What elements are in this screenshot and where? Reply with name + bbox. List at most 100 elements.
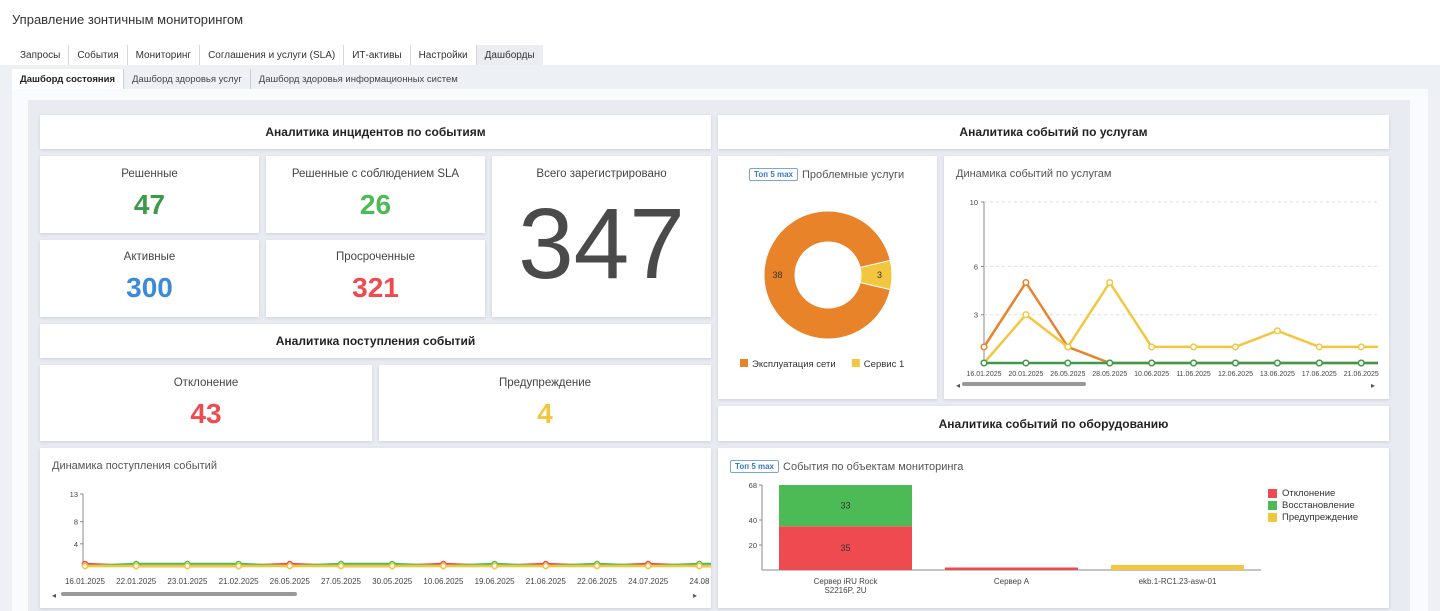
kpi-resolved-sla[interactable]: Решенные с соблюдением SLA 26 <box>266 156 485 233</box>
data-point <box>696 562 703 570</box>
scrollbar-thumb <box>962 382 1086 386</box>
legend-item[interactable]: Восстановление <box>1268 500 1355 511</box>
scroll-left-arrow: ◂ <box>956 381 960 390</box>
kpi-overdue[interactable]: Просроченные 321 <box>266 240 485 317</box>
services-dynamics-chart: 3 6 10 16.01.2025 20.01.2025 26.05.2025 28.05.… <box>956 198 1379 390</box>
x-tick-label: 17.06.2025 <box>1302 371 1337 378</box>
x-tick-label: 24.07.2025 <box>628 577 669 586</box>
main-nav: Запросы События Мониторинг Соглашения и … <box>12 45 543 65</box>
legend-item[interactable]: Отклонение <box>1268 488 1335 499</box>
legend-swatch <box>1268 489 1277 498</box>
x-tick-label: 26.05.2025 <box>270 577 311 586</box>
data-point <box>1190 359 1198 367</box>
data-point <box>1231 343 1240 351</box>
kpi-label: Просроченные <box>335 251 416 263</box>
kpi-resolved[interactable]: Решенные 47 <box>40 156 259 233</box>
equipment-section-title: Аналитика событий по оборудованию <box>718 406 1389 441</box>
bar-value-label: 35 <box>840 543 850 553</box>
kpi-value: 4 <box>537 398 553 429</box>
tab-events[interactable]: События <box>69 45 128 65</box>
data-point <box>1022 278 1030 287</box>
x-tick-label: ekb.1-RC1.23-asw-01 <box>1139 577 1217 586</box>
legend-label: Отклонение <box>1282 488 1336 499</box>
y-tick-label: 4 <box>74 540 78 549</box>
x-tick-label: 13.06.2025 <box>1260 371 1295 378</box>
tab-monitoring[interactable]: Мониторинг <box>128 45 201 65</box>
x-tick-label: 10.06.2025 <box>1134 371 1169 378</box>
dashboard-canvas: Аналитика инцидентов по событиям Решенны… <box>28 100 1410 611</box>
y-tick-label: 3 <box>974 311 978 320</box>
x-tick-label: 21.06.2025 <box>1344 371 1379 378</box>
legend-label: Предупреждение <box>1282 512 1359 523</box>
top5-badge: Топ 5 max <box>730 460 780 473</box>
x-tick-label: 22.06.2025 <box>577 577 618 586</box>
x-tick-label: S2216P, 2U <box>824 586 866 595</box>
kpi-warning[interactable]: Предупреждение 4 <box>379 365 711 441</box>
x-tick-label: 21.06.2025 <box>526 577 567 586</box>
scroll-right-arrow: ▸ <box>1371 381 1375 390</box>
data-point <box>980 359 988 367</box>
data-point <box>542 562 550 570</box>
pie-slice <box>763 210 891 340</box>
data-point <box>1022 359 1030 367</box>
x-tick-label: 20.01.2025 <box>1008 371 1043 378</box>
tab-it-assets[interactable]: ИТ-активы <box>344 45 411 65</box>
kpi-label: Решенные с соблюдением SLA <box>291 168 460 180</box>
y-tick-label: 8 <box>74 518 78 527</box>
services-dynamics-card: Динамика событий по услугам 3 6 10 16.01.20… <box>944 156 1389 399</box>
data-point <box>491 562 498 570</box>
data-point <box>593 562 601 570</box>
data-point <box>1064 359 1072 367</box>
data-point <box>1315 343 1323 351</box>
data-point <box>1357 343 1365 351</box>
tab-sla[interactable]: Соглашения и услуги (SLA) <box>200 45 345 65</box>
data-point <box>1106 359 1114 367</box>
data-point <box>1148 343 1156 351</box>
slice-value-label: 38 <box>772 270 782 280</box>
data-point <box>184 562 191 570</box>
problem-services-card: Топ 5 max Проблемные услуги 38 3 Эксплуатац… <box>718 156 937 399</box>
kpi-deviation[interactable]: Отклонение 43 <box>40 365 372 441</box>
x-tick-label: 12.06.2025 <box>1218 371 1253 378</box>
y-tick-label: 13 <box>70 490 78 499</box>
arrival-section-title: Аналитика поступления событий <box>40 324 711 358</box>
data-point <box>1148 359 1156 367</box>
series-line <box>982 280 1378 365</box>
kpi-value: 321 <box>352 272 399 303</box>
tab-settings[interactable]: Настройки <box>411 45 477 65</box>
y-tick-label: 6 <box>974 262 978 271</box>
chart-title: Динамика поступления событий <box>52 460 217 472</box>
kpi-value: 47 <box>133 189 166 220</box>
pie-slice <box>859 259 893 291</box>
legend-swatch <box>740 359 748 367</box>
y-tick-label: 40 <box>749 516 757 525</box>
slice-value-label: 3 <box>877 270 882 280</box>
app-title: Управление зонтичным мониторингом <box>12 12 244 27</box>
bar-segment <box>779 526 912 570</box>
data-point <box>1315 359 1323 367</box>
data-point <box>1106 278 1114 287</box>
tab-requests[interactable]: Запросы <box>12 45 70 65</box>
data-point <box>388 562 396 570</box>
chart-title: Топ 5 max Проблемные услуги <box>749 168 904 181</box>
data-point <box>81 562 89 570</box>
data-point <box>235 562 242 570</box>
y-tick-label: 20 <box>749 541 757 550</box>
tab-dashboards[interactable]: Дашборды <box>476 45 543 65</box>
subtab-is-health[interactable]: Дашборд здоровья информационных систем <box>258 73 458 85</box>
data-point <box>440 562 447 570</box>
data-point <box>1273 359 1281 367</box>
objects-chart-title: События по объектам мониторинга <box>783 461 964 473</box>
kpi-total[interactable]: Всего зарегистрировано 347 <box>492 156 711 317</box>
bar-segment <box>1111 565 1244 570</box>
subtab-status-dashboard[interactable]: Дашборд состояния <box>12 69 124 89</box>
subtab-service-health[interactable]: Дашборд здоровья услуг <box>124 69 251 89</box>
top5-badge: Топ 5 max <box>749 168 799 181</box>
data-point <box>286 562 294 570</box>
chart-title: Динамика событий по услугам <box>956 168 1112 180</box>
kpi-active[interactable]: Активные 300 <box>40 240 259 317</box>
kpi-label: Решенные <box>121 168 178 180</box>
legend-item[interactable]: Предупреждение <box>1268 512 1358 523</box>
x-tick-label: 16.01.2025 <box>65 577 106 586</box>
